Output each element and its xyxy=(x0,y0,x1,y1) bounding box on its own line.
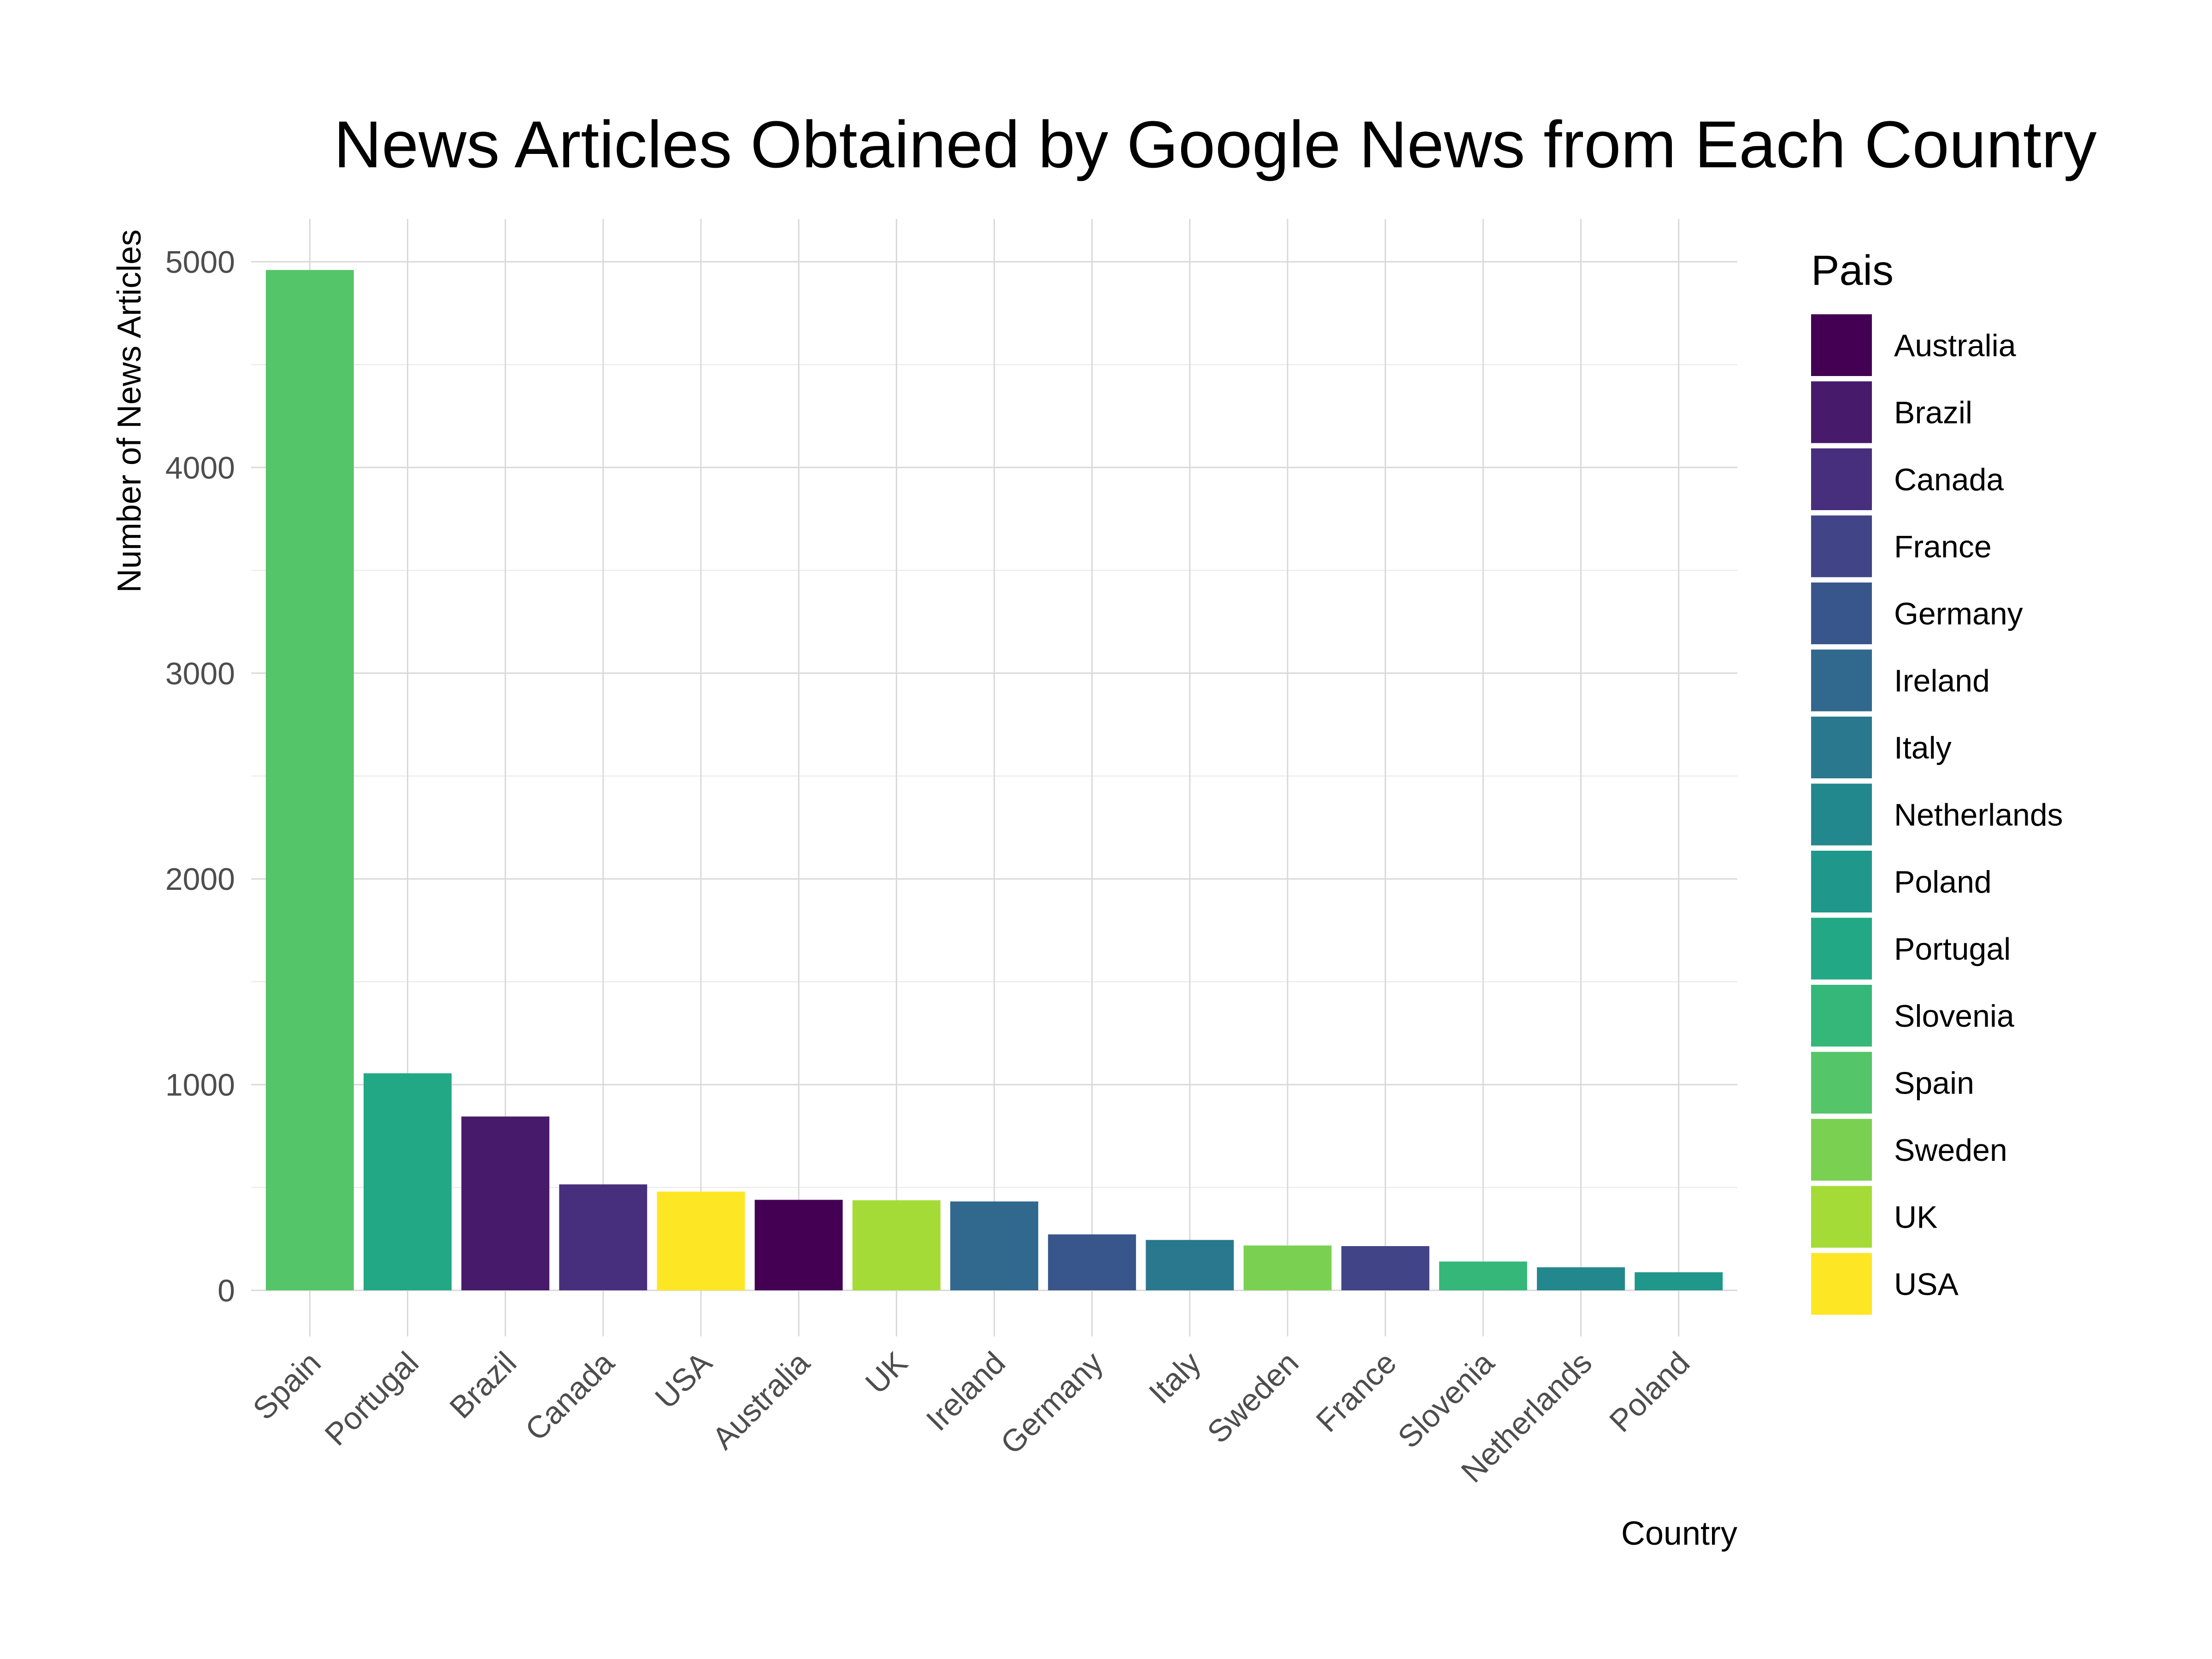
legend-swatch xyxy=(1811,582,1872,644)
legend-item-ireland: Ireland xyxy=(1811,649,1990,712)
legend-swatch xyxy=(1811,1119,1872,1181)
legend-label: Ireland xyxy=(1894,664,1990,699)
legend-item-canada: Canada xyxy=(1811,448,2004,510)
legend-entries: Australia Brazil Canada France Germany Irelan… xyxy=(1811,314,2063,1315)
bar-canada xyxy=(559,1184,647,1290)
legend-swatch xyxy=(1811,851,1872,912)
legend-label: UK xyxy=(1894,1200,1937,1235)
y-tick-labels: 0 1000 2000 3000 4000 5000 xyxy=(165,245,235,1308)
legend-swatch xyxy=(1811,448,1872,510)
y-tick-label: 2000 xyxy=(165,862,235,897)
bar-germany xyxy=(1048,1234,1136,1290)
legend-swatch xyxy=(1811,649,1872,712)
legend-item-australia: Australia xyxy=(1811,314,2016,376)
bars xyxy=(265,270,1723,1291)
y-axis-label: Number of News Articles xyxy=(111,229,148,593)
legend-swatch xyxy=(1811,515,1872,577)
legend-label: Poland xyxy=(1894,865,1992,900)
legend-item-netherlands: Netherlands xyxy=(1811,783,2063,846)
y-tick-label: 0 xyxy=(218,1273,235,1308)
legend-label: Spain xyxy=(1894,1066,1974,1101)
legend-item-spain: Spain xyxy=(1811,1052,1974,1114)
legend-item-sweden: Sweden xyxy=(1811,1119,2007,1181)
bar-usa xyxy=(657,1191,745,1290)
gridlines xyxy=(251,219,1737,1336)
bar-spain xyxy=(265,270,354,1291)
legend-swatch xyxy=(1811,1186,1872,1248)
legend-item-portugal: Portugal xyxy=(1811,918,2011,980)
chart-title: News Articles Obtained by Google News fr… xyxy=(334,107,2097,182)
legend-item-slovenia: Slovenia xyxy=(1811,985,2014,1047)
legend: Pais Australia Brazil Canada France Germany I… xyxy=(1811,247,2063,1315)
legend-label: Australia xyxy=(1894,328,2016,363)
legend-label: Brazil xyxy=(1894,395,1972,430)
x-axis-label: Country xyxy=(1621,1515,1737,1552)
legend-swatch xyxy=(1811,1253,1872,1315)
legend-swatch xyxy=(1811,783,1872,846)
bar-australia xyxy=(754,1200,843,1290)
legend-swatch xyxy=(1811,381,1872,443)
legend-label: Canada xyxy=(1894,462,2004,497)
y-tick-label: 4000 xyxy=(165,450,235,485)
legend-swatch xyxy=(1811,717,1872,778)
bar-uk xyxy=(852,1200,941,1290)
legend-title: Pais xyxy=(1811,247,1894,294)
legend-label: USA xyxy=(1894,1267,1959,1302)
bar-italy xyxy=(1146,1240,1234,1290)
bar-france xyxy=(1341,1246,1430,1290)
legend-swatch xyxy=(1811,1052,1872,1114)
legend-label: Italy xyxy=(1894,730,1952,765)
legend-item-uk: UK xyxy=(1811,1186,1937,1248)
bar-portugal xyxy=(363,1073,452,1290)
legend-item-poland: Poland xyxy=(1811,851,1992,912)
legend-swatch xyxy=(1811,985,1872,1047)
legend-label: Netherlands xyxy=(1894,798,2063,833)
legend-label: France xyxy=(1894,529,1992,565)
legend-item-usa: USA xyxy=(1811,1253,1959,1315)
legend-item-brazil: Brazil xyxy=(1811,381,1972,443)
bar-brazil xyxy=(461,1116,550,1290)
bar-poland xyxy=(1635,1272,1723,1290)
legend-item-germany: Germany xyxy=(1811,582,2023,644)
legend-label: Portugal xyxy=(1894,932,2011,967)
legend-item-france: France xyxy=(1811,515,1992,577)
y-tick-label: 3000 xyxy=(165,656,235,691)
legend-label: Germany xyxy=(1894,596,2023,631)
bar-sweden xyxy=(1243,1245,1332,1290)
y-tick-label: 5000 xyxy=(165,245,235,280)
bar-netherlands xyxy=(1537,1267,1625,1290)
y-tick-label: 1000 xyxy=(165,1068,235,1103)
legend-swatch xyxy=(1811,314,1872,376)
legend-label: Sweden xyxy=(1894,1133,2007,1168)
legend-swatch xyxy=(1811,918,1872,980)
legend-label: Slovenia xyxy=(1894,999,2014,1034)
legend-item-italy: Italy xyxy=(1811,717,1952,778)
bar-slovenia xyxy=(1439,1261,1527,1290)
bar-ireland xyxy=(950,1201,1038,1290)
